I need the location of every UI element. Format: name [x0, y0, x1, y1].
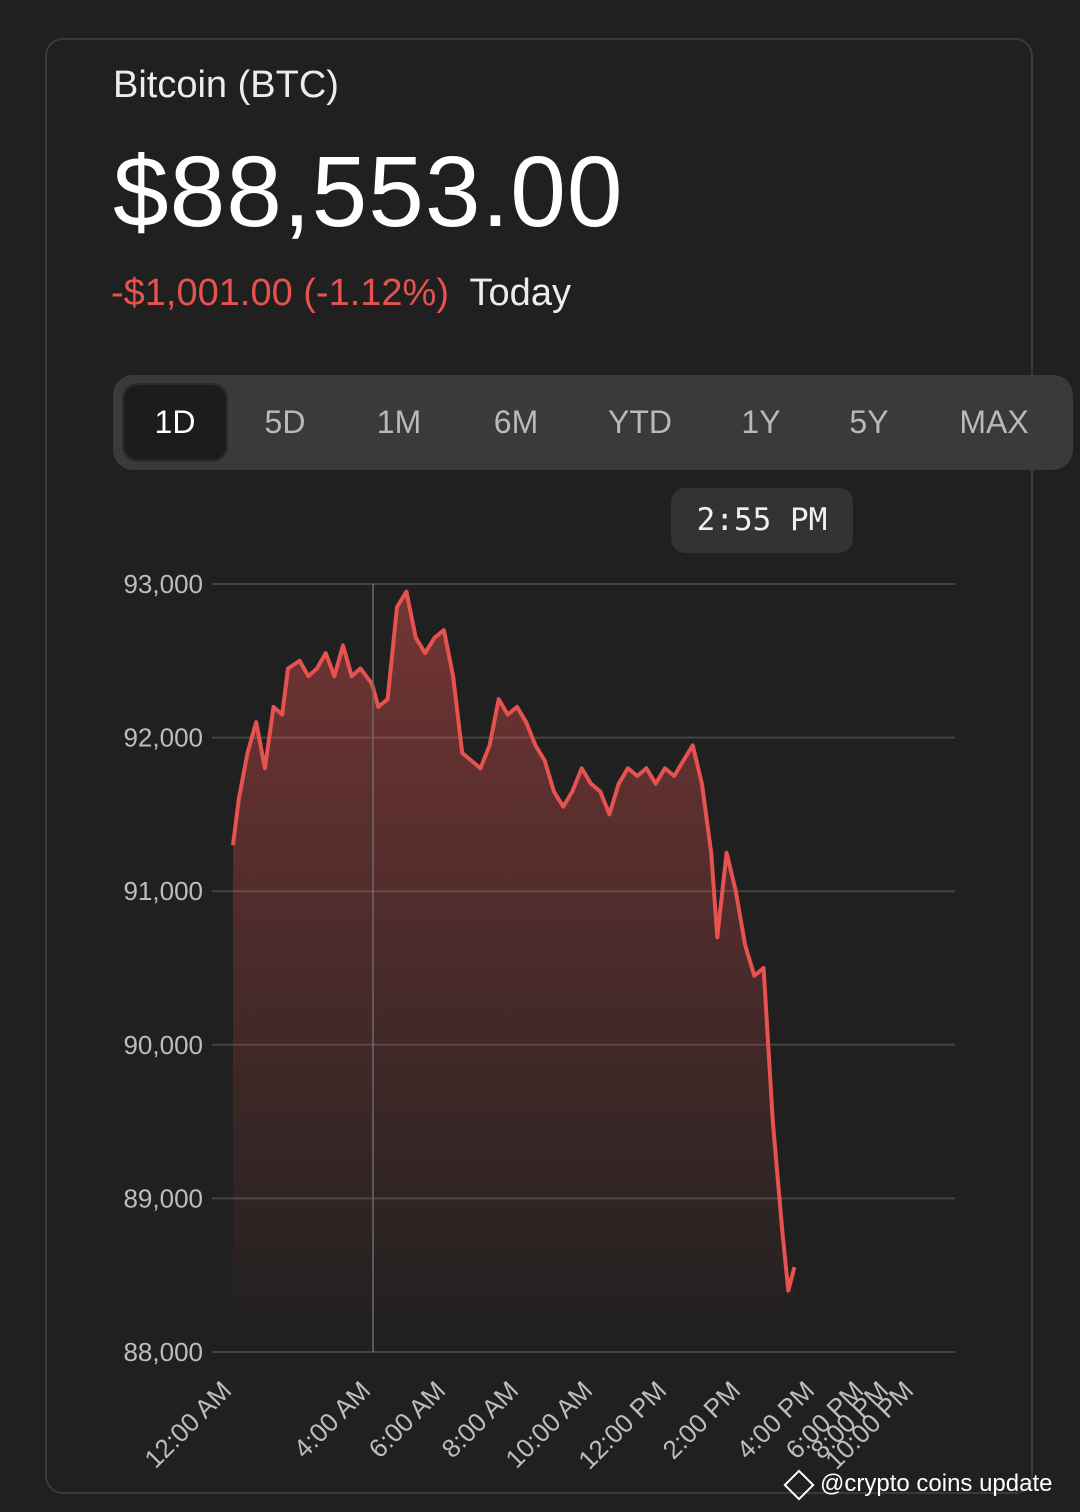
- binance-logo-icon: [783, 1469, 815, 1501]
- x-tick-label: 4:00 AM: [288, 1375, 377, 1464]
- range-6m-button[interactable]: 6M: [493, 404, 539, 440]
- current-price: $88,553.00: [113, 136, 624, 248]
- y-tick-label: 89,000: [123, 1183, 203, 1213]
- range-1d-button[interactable]: 1D: [122, 383, 228, 462]
- range-5y-button[interactable]: 5Y: [849, 404, 889, 440]
- watermark: @crypto coins update: [783, 1469, 1053, 1501]
- watermark-text: @crypto coins update: [820, 1470, 1053, 1497]
- range-ytd-button[interactable]: YTD: [608, 404, 672, 440]
- price-area-fill: [233, 591, 795, 1312]
- range-5d-button[interactable]: 5D: [264, 404, 306, 440]
- asset-title: Bitcoin (BTC): [113, 64, 339, 106]
- y-tick-label: 88,000: [123, 1337, 203, 1367]
- y-tick-label: 92,000: [123, 723, 203, 753]
- y-tick-label: 90,000: [123, 1030, 203, 1060]
- x-tick-label: 12:00 AM: [138, 1375, 237, 1474]
- y-tick-label: 93,000: [123, 569, 203, 599]
- price-change: -$1,001.00 (-1.12%): [111, 272, 449, 314]
- x-tick-label: 2:00 PM: [657, 1375, 747, 1465]
- crosshair-time-tooltip: 2:55 PM: [671, 488, 853, 553]
- period-label: Today: [469, 272, 571, 314]
- range-1m-button[interactable]: 1M: [376, 404, 422, 440]
- y-tick-label: 91,000: [123, 876, 203, 906]
- range-selector: 1D 5D 1M 6M YTD 1Y 5Y MAX: [113, 375, 1073, 470]
- change-row: -$1,001.00 (-1.12%) Today: [111, 272, 571, 315]
- price-line: [231, 589, 797, 1293]
- range-1y-button[interactable]: 1Y: [741, 404, 781, 440]
- range-max-button[interactable]: MAX: [959, 404, 1029, 440]
- x-tick-label: 6:00 AM: [363, 1375, 452, 1464]
